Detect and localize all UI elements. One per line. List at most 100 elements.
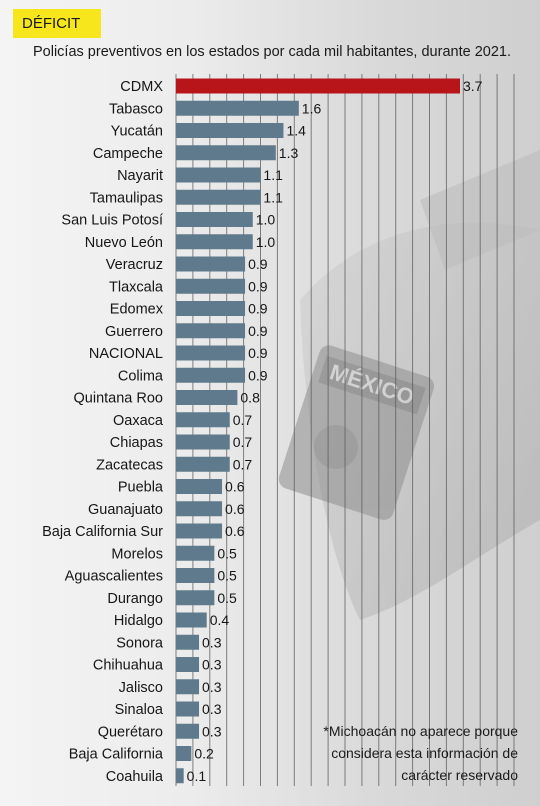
value-label: 1.0 [256,234,276,250]
bar [176,123,284,138]
category-label: CDMX [120,79,163,95]
category-label: Hidalgo [114,613,163,629]
category-label: Coahuila [106,769,164,785]
bar [176,768,184,784]
category-label: Chiapas [110,435,163,451]
value-label: 0.9 [248,256,268,272]
category-label: Guerrero [105,324,163,340]
category-label: Veracruz [106,257,163,273]
bar [176,612,207,628]
category-label: Puebla [118,480,164,496]
bar [176,434,230,450]
category-label: Jalisco [119,680,163,696]
bar [176,590,215,606]
value-labels: 3.7 1.6 1.4 1.3 1.1 1.1 1.0 1.0 0.9 0.9 0.9 0.9 0.9 0… [187,78,483,784]
bar [176,167,261,183]
bars [176,78,460,784]
category-label: Sonora [116,635,164,651]
category-label: Colima [118,368,164,384]
category-labels: CDMX Tabasco Yucatán Campeche Nayarit Tamauli… [42,79,164,785]
bar [176,523,223,539]
bar [176,212,253,227]
value-label: 0.5 [217,545,237,561]
value-label: 0.3 [202,701,222,717]
category-label: Edomex [110,302,164,318]
category-label: Durango [107,591,163,607]
value-label: 0.9 [248,367,268,383]
value-label: 0.4 [210,612,230,628]
value-label: 3.7 [463,78,483,94]
category-label: Quintana Roo [74,391,163,407]
value-label: 0.7 [233,412,253,428]
bar [176,412,230,428]
bar [176,479,223,494]
chart-subtitle: Policías preventivos en los estados por … [33,44,511,60]
category-label: Baja California Sur [42,524,163,540]
category-label: Morelos [111,546,163,562]
bar [176,145,276,161]
value-label: 1.0 [256,212,276,228]
value-label: 1.1 [263,189,283,205]
value-label: 0.9 [248,278,268,294]
value-label: 1.6 [302,100,322,116]
category-label: Yucatán [111,124,163,140]
bar [176,367,246,383]
value-label: 0.6 [225,501,245,517]
bar [176,723,200,739]
category-label: Tabasco [109,101,163,117]
footnote: *Michoacán no aparece porque considera e… [323,723,518,783]
value-label: 0.7 [233,456,253,472]
bar [176,679,200,695]
section-tag: DÉFICIT [13,9,101,38]
category-label: Zacatecas [96,457,163,473]
value-label: 0.6 [225,479,245,495]
value-label: 0.5 [217,568,237,584]
bar [176,501,223,517]
category-label: Tamaulipas [90,190,163,206]
category-label: Querétaro [98,724,163,740]
category-label: Aguascalientes [65,569,163,585]
category-label: Tlaxcala [109,279,164,295]
bar [176,657,200,672]
category-label: Oaxaca [113,413,164,429]
value-label: 0.8 [240,390,260,406]
value-label: 0.9 [248,323,268,339]
value-label: 0.5 [217,590,237,606]
category-label: San Luis Potosí [61,213,163,229]
category-label: NACIONAL [89,346,163,362]
bar [176,78,460,94]
bar [176,701,200,717]
category-label: Nuevo León [85,235,163,251]
bar [176,323,246,339]
bar [176,634,200,650]
value-label: 0.3 [202,679,222,695]
value-label: 1.3 [279,145,299,161]
value-label: 0.9 [248,301,268,317]
value-label: 0.6 [225,523,245,539]
bar [176,746,192,761]
bar [176,278,246,294]
bar [176,345,246,361]
category-label: Nayarit [117,168,163,184]
bar [176,301,246,316]
value-label: 0.9 [248,345,268,361]
bar [176,189,261,205]
category-label: Chihuahua [93,658,164,674]
value-label: 1.4 [286,123,306,139]
value-label: 0.1 [187,768,207,784]
bar [176,100,299,116]
bar [176,545,215,561]
bar [176,234,253,250]
value-label: 1.1 [263,167,283,183]
category-label: Sinaloa [115,702,164,718]
value-label: 0.3 [202,634,222,650]
bar [176,456,230,472]
value-label: 0.2 [194,746,214,762]
value-label: 0.3 [202,723,222,739]
value-label: 0.3 [202,657,222,673]
bar [176,568,215,583]
category-label: Campeche [93,146,163,162]
bar [176,390,238,405]
